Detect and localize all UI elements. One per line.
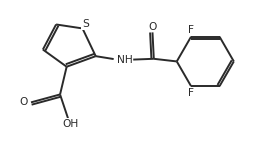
- Text: O: O: [149, 22, 157, 32]
- Text: O: O: [19, 97, 28, 107]
- Text: F: F: [188, 25, 193, 35]
- Text: OH: OH: [62, 119, 79, 129]
- Text: F: F: [188, 88, 193, 98]
- Text: S: S: [82, 19, 89, 29]
- Text: NH: NH: [117, 55, 133, 65]
